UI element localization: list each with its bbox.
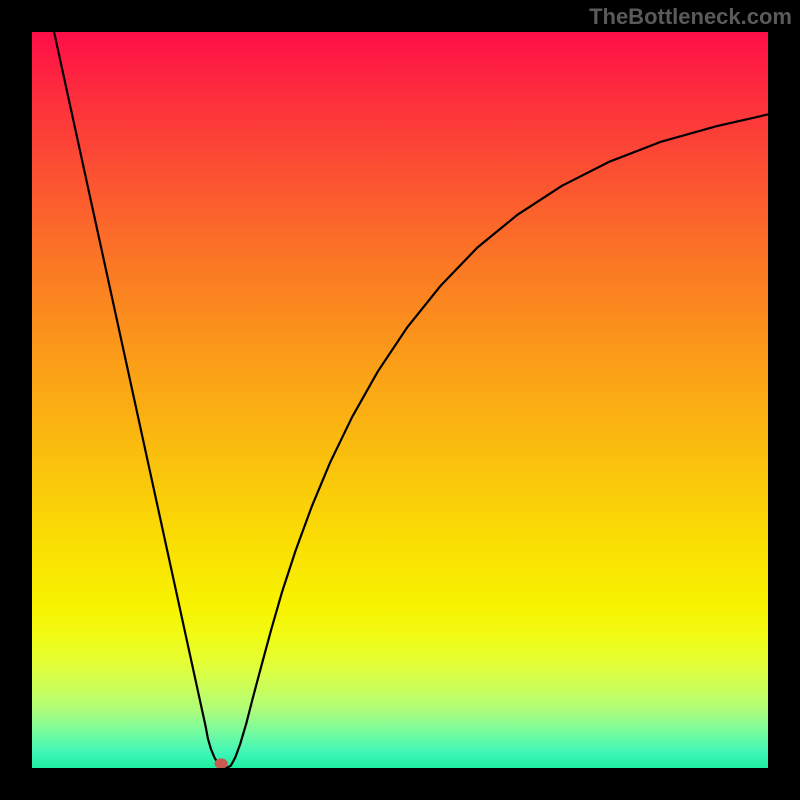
watermark-text: TheBottleneck.com: [589, 4, 792, 30]
chart-plot-area: [32, 32, 768, 768]
chart-svg: [32, 32, 768, 768]
